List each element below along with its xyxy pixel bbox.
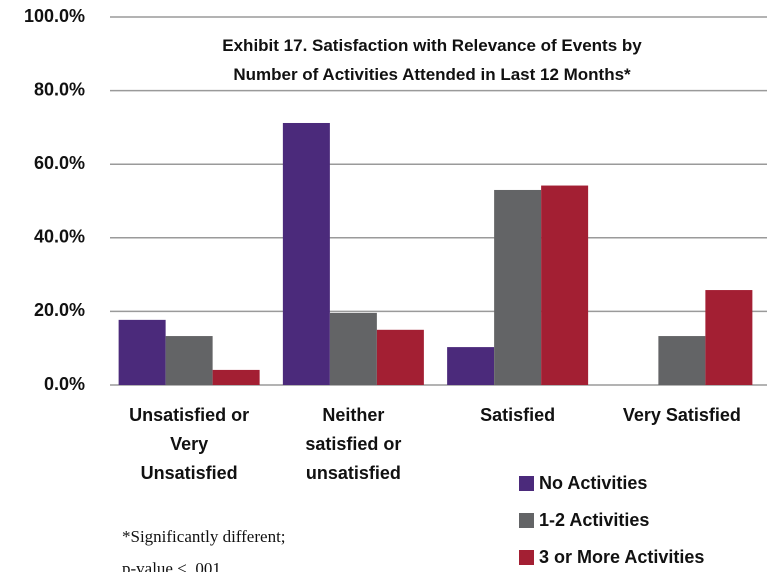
bar <box>212 369 260 385</box>
bar <box>376 329 424 385</box>
x-tick-label: Satisfied <box>480 405 555 425</box>
y-tick-label: 100.0% <box>24 6 85 26</box>
bar <box>118 319 166 385</box>
bar <box>165 336 213 385</box>
bar <box>329 312 377 385</box>
legend-swatch <box>519 476 534 491</box>
footnote: *Significantly different; <box>122 527 286 546</box>
legend-swatch <box>519 550 534 565</box>
bar <box>494 189 542 385</box>
legend-label: No Activities <box>539 473 647 493</box>
bar <box>541 185 589 385</box>
footnote: p-value < .001 <box>122 559 221 572</box>
y-tick-label: 40.0% <box>34 227 85 247</box>
y-tick-label: 80.0% <box>34 79 85 99</box>
chart-title: Exhibit 17. Satisfaction with Relevance … <box>222 36 642 84</box>
y-tick-label: 20.0% <box>34 300 85 320</box>
bar <box>447 347 495 385</box>
legend-label: 1-2 Activities <box>539 510 649 530</box>
x-tick-label: Neither satisfied or unsatisfied <box>305 405 401 483</box>
x-tick-label: Unsatisfied or Very Unsatisfied <box>129 405 249 483</box>
x-tick-label: Very Satisfied <box>623 405 741 425</box>
bar <box>705 290 753 385</box>
legend-label: 3 or More Activities <box>539 547 704 567</box>
y-tick-label: 0.0% <box>44 374 85 394</box>
bar <box>658 336 706 385</box>
bar <box>282 122 330 385</box>
legend-swatch <box>519 513 534 528</box>
y-tick-label: 60.0% <box>34 153 85 173</box>
